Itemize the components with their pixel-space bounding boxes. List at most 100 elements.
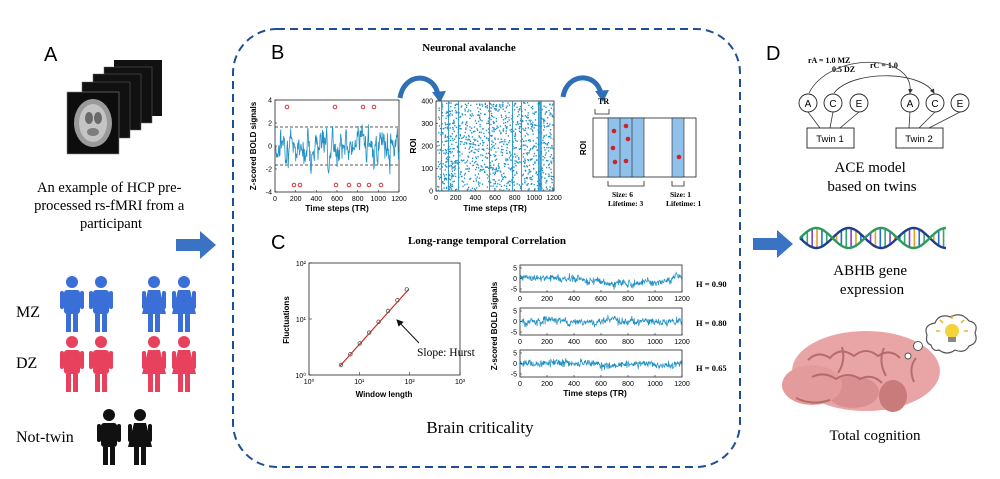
panel-a-letter: A: [44, 44, 58, 66]
bold-xtick: 0: [273, 196, 277, 203]
avalanche-event-dot: [611, 128, 617, 134]
raster-xtick: 0: [434, 195, 438, 202]
curved-arrow-2: [560, 75, 604, 98]
avalanche-1-stats: Size: 6 Lifetime: 3: [608, 190, 643, 208]
series-xtick: 200: [541, 339, 553, 346]
series-ylabel: Z-scored BOLD signals: [490, 281, 499, 370]
bold-plot-xlabel: Time steps (TR): [305, 203, 369, 213]
hurst-trace-2: [519, 314, 683, 328]
panel-b-letter: B: [271, 42, 284, 64]
ace-caption: ACE model based on twins: [827, 160, 916, 195]
series-xtick: 400: [568, 296, 580, 303]
avalanche-2-stats: Size: 1 Lifetime: 1: [666, 190, 701, 208]
bold-signal-plot: 4 2 0 -2 -4 0 200 400 600 800 1000 1200 Z-scored B…: [249, 98, 407, 214]
series-ytick: 0: [513, 361, 517, 368]
ace-model-diagram: rA = 1.0 MZ 0.5 DZ rC = 1.0 A C E A C E Twin …: [798, 56, 970, 195]
bold-ytick: 2: [268, 121, 272, 128]
series-xtick: 400: [568, 339, 580, 346]
dfa-points: [338, 287, 409, 368]
twin-1-label: Twin 1: [816, 134, 843, 145]
raster-ylabel: ROI: [408, 138, 418, 153]
dfa-ytick: 10¹: [296, 317, 307, 324]
series-xtick: 800: [622, 339, 634, 346]
dz-male-1: [60, 336, 84, 392]
raster-xtick: 400: [469, 195, 481, 202]
bold-xtick: 1200: [391, 196, 407, 203]
series-xtick: 1000: [647, 381, 663, 388]
series-ytick: 5: [513, 266, 517, 273]
raster-xtick: 800: [509, 195, 521, 202]
series-xtick: 1000: [647, 339, 663, 346]
label-not-twin: Not-twin: [16, 429, 74, 446]
fmri-slice-stack: [66, 60, 162, 155]
dz-female-1: [142, 336, 166, 392]
dz-female-2: [172, 336, 196, 392]
ace-node-label: A: [907, 99, 914, 110]
raster-xlabel: Time steps (TR): [463, 203, 527, 213]
avalanche-event-dot: [625, 136, 631, 142]
ace-node-label: C: [931, 99, 938, 110]
ace-node-label: C: [829, 99, 836, 110]
raster-events: [437, 101, 555, 192]
hurst-series-2: 50-50 200 400 600 800 1000 1200: [511, 307, 690, 346]
not-twin-female: [128, 409, 152, 465]
hurst-series-1: 50-50 200 400 600 800 1000 1200: [511, 264, 690, 303]
series-xtick: 1200: [674, 296, 690, 303]
mz-male-1: [60, 276, 84, 332]
hurst-label-1: H = 0.90: [696, 279, 727, 289]
dfa-ytick: 10²: [296, 261, 307, 268]
ace-node-c: [925, 93, 945, 113]
brain-criticality-frame: [232, 28, 741, 468]
threshold-events: [284, 104, 384, 188]
bold-xtick: 800: [352, 196, 364, 203]
raster-xtick: 1200: [546, 195, 562, 202]
not-twin-male: [97, 409, 121, 465]
tr-label: TR: [598, 97, 609, 106]
mz-female-1: [142, 276, 166, 332]
raster-ytick: 400: [421, 99, 433, 106]
avalanche-roi-label: ROI: [579, 141, 588, 155]
mz-male-2: [89, 276, 113, 332]
series-ytick: 5: [513, 351, 517, 358]
raster-ytick: 0: [429, 189, 433, 196]
bold-xtick: 400: [310, 196, 322, 203]
dfa-xtick: 10¹: [354, 379, 365, 386]
series-xtick: 600: [595, 381, 607, 388]
dfa-plot: 10⁰ 10¹ 10² 10³ 10² 10¹ 10⁰ Slope: Hurst Fluct…: [282, 261, 476, 399]
avalanche-diagram: TR ROI Size: 6 Lifetime: 3 Size: 1 Lifet…: [579, 97, 701, 208]
ace-node-e: [849, 93, 869, 113]
label-dz: DZ: [16, 355, 37, 372]
panel-a: A An example of HCP pre- processed rs-fM…: [16, 44, 196, 465]
ra-label: rA = 1.0 MZ 0.5 DZ: [808, 56, 855, 74]
bold-signal-trace: [274, 124, 400, 175]
hurst-label-2: H = 0.80: [696, 318, 727, 328]
twin-1-box: [806, 127, 855, 149]
slope-annotation: Slope: Hurst: [417, 347, 476, 359]
avalanche-event-dot: [623, 158, 629, 164]
series-xtick: 600: [595, 339, 607, 346]
ace-node-label: E: [957, 99, 964, 110]
hurst-trace-1: [519, 271, 683, 290]
ace-node-a: [900, 93, 920, 113]
series-xlabel: Time steps (TR): [563, 388, 627, 398]
bold-ytick: -2: [266, 167, 272, 174]
panel-d-letter: D: [766, 43, 780, 65]
hurst-label-3: H = 0.65: [696, 363, 727, 373]
dfa-ylabel: Fluctuations: [282, 296, 291, 344]
panel-b-title: Neuronal avalanche: [422, 42, 516, 54]
twin-2-box: [895, 127, 944, 149]
dfa-fit-line: [339, 288, 410, 367]
dz-male-2: [89, 336, 113, 392]
series-ytick: 0: [513, 276, 517, 283]
dfa-xtick: 10³: [455, 379, 466, 386]
series-ytick: 5: [513, 309, 517, 316]
twin-2-label: Twin 2: [905, 134, 932, 145]
ace-node-e: [950, 93, 970, 113]
cognition-caption: Total cognition: [829, 428, 921, 444]
bold-ytick: 4: [268, 98, 272, 105]
avalanche-event-dot: [676, 154, 682, 160]
ace-node-a: [798, 93, 818, 113]
series-xtick: 200: [541, 296, 553, 303]
avalanche-2: [671, 117, 685, 178]
